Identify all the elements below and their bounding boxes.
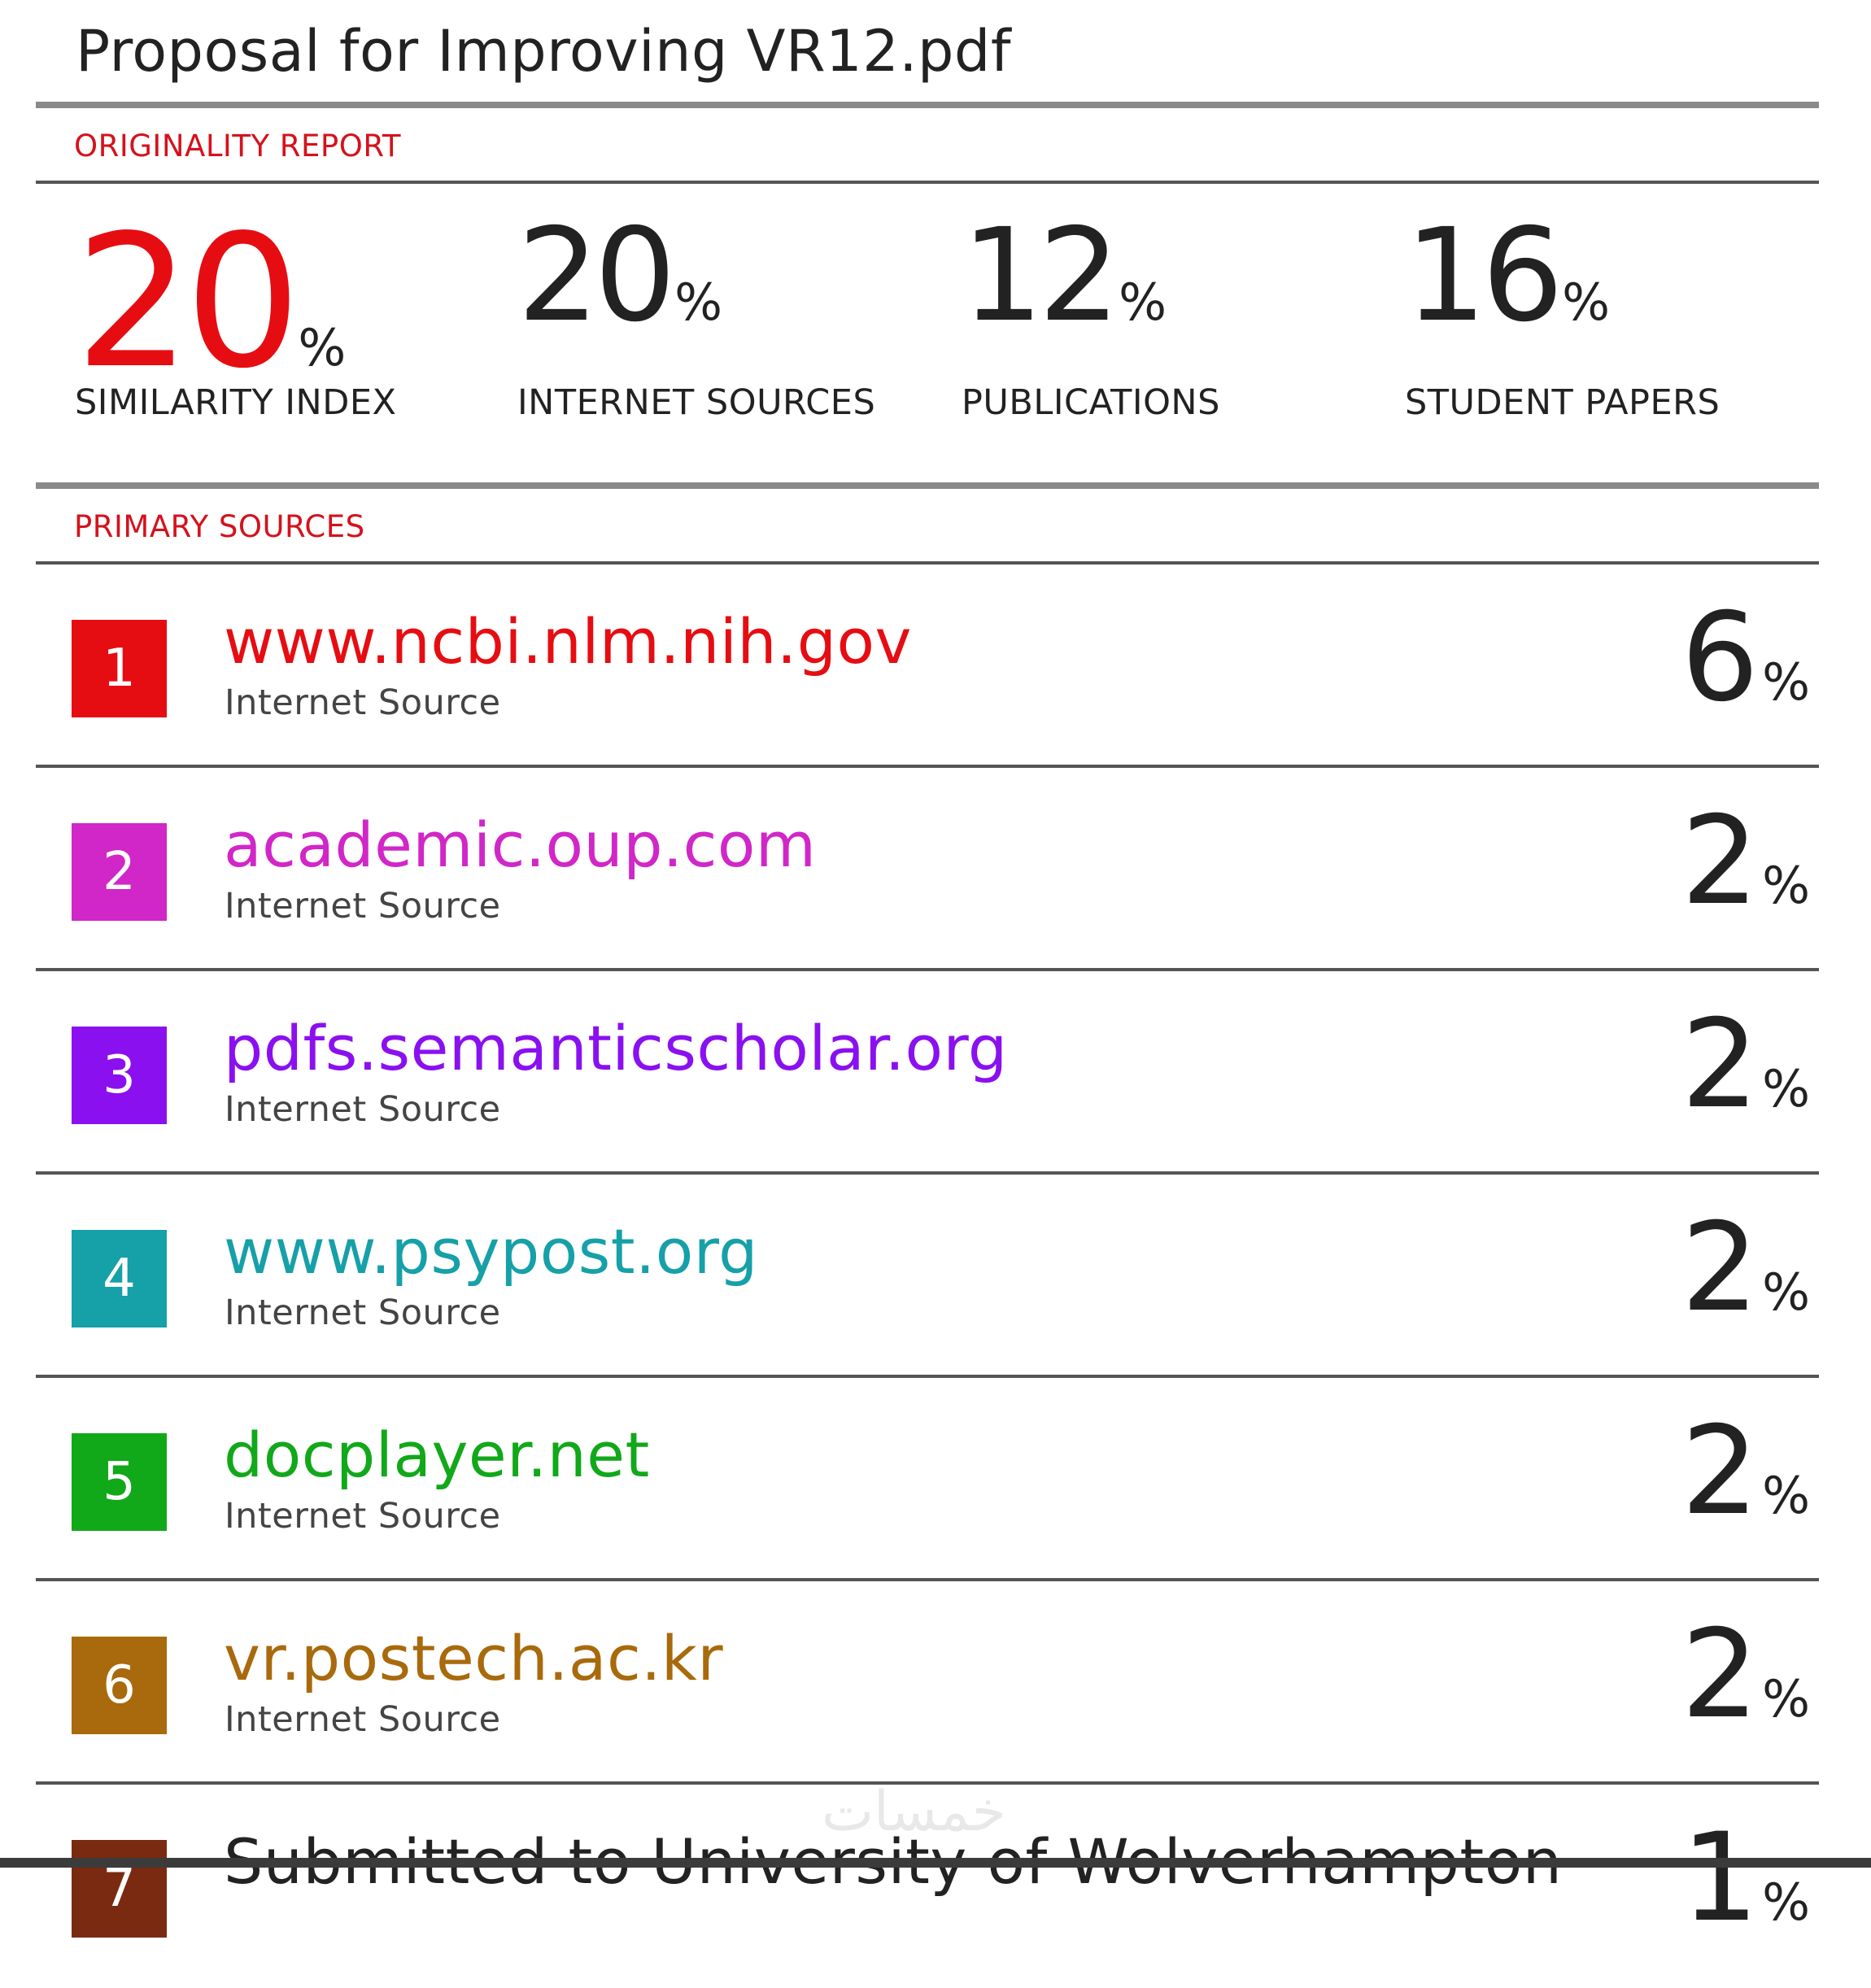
- similarity-index-caption: SIMILARITY INDEX: [75, 382, 397, 423]
- student-papers-caption: STUDENT PAPERS: [1405, 382, 1721, 423]
- publications-unit: %: [1119, 272, 1167, 332]
- source-percent-unit: %: [1762, 652, 1810, 712]
- title-divider: [36, 102, 1819, 108]
- row-divider: [36, 1578, 1819, 1581]
- row-divider: [36, 1171, 1819, 1175]
- source-percent: 2%: [1681, 1207, 1810, 1329]
- source-percent: 2%: [1681, 800, 1810, 922]
- publications-stat: 12% PUBLICATIONS: [962, 201, 1219, 423]
- internet-sources-caption: INTERNET SOURCES: [517, 382, 876, 423]
- source-percent-unit: %: [1762, 1262, 1810, 1322]
- source-percent-unit: %: [1762, 1872, 1810, 1932]
- source-rank-badge: 1: [72, 620, 167, 717]
- source-percent-value: 2: [1681, 1197, 1760, 1339]
- publications-caption: PUBLICATIONS: [962, 382, 1220, 423]
- source-row[interactable]: 1 www.ncbi.nlm.nih.gov Internet Source 6…: [0, 565, 1871, 768]
- source-name-link[interactable]: www.ncbi.nlm.nih.gov: [224, 605, 912, 678]
- source-percent: 2%: [1681, 1614, 1810, 1736]
- source-name-link[interactable]: pdfs.semanticscholar.org: [224, 1012, 1008, 1084]
- source-row[interactable]: 4 www.psypost.org Internet Source 2%: [0, 1175, 1871, 1378]
- source-type: Internet Source: [225, 1293, 501, 1333]
- watermark-logo: خمسات: [822, 1780, 1006, 1844]
- source-name-link[interactable]: academic.oup.com: [224, 809, 817, 881]
- primary-sources-label: PRIMARY SOURCES: [74, 509, 365, 544]
- row-divider: [36, 765, 1819, 768]
- source-percent-value: 2: [1681, 791, 1760, 932]
- similarity-index-unit: %: [298, 318, 347, 377]
- student-papers-stat: 16% STUDENT PAPERS: [1405, 201, 1720, 423]
- source-percent-unit: %: [1762, 856, 1810, 915]
- document-title: Proposal for Improving VR12.pdf: [76, 18, 1011, 85]
- originality-report-label: ORIGINALITY REPORT: [74, 129, 401, 163]
- source-percent: 6%: [1681, 597, 1810, 719]
- source-type: Internet Source: [225, 682, 501, 723]
- similarity-index-value: 20: [75, 196, 301, 409]
- source-percent-value: 2: [1681, 1604, 1760, 1746]
- row-divider: [36, 1375, 1819, 1378]
- source-percent-unit: %: [1762, 1669, 1810, 1729]
- bottom-bar: [0, 1858, 1871, 1868]
- source-type: Internet Source: [225, 1699, 501, 1740]
- source-type: Internet Source: [225, 1496, 501, 1537]
- source-name-link[interactable]: vr.postech.ac.kr: [224, 1622, 724, 1694]
- row-divider: [36, 1781, 1819, 1785]
- internet-sources-value: 20: [517, 201, 676, 351]
- source-type: Internet Source: [225, 1089, 501, 1130]
- source-percent-value: 6: [1681, 587, 1760, 729]
- source-rank-badge: 4: [72, 1230, 167, 1328]
- source-rank-badge: 7: [72, 1840, 167, 1938]
- row-divider: [36, 968, 1819, 971]
- publications-value: 12: [962, 201, 1120, 351]
- source-rank-badge: 5: [72, 1433, 167, 1531]
- source-percent-value: 2: [1681, 1401, 1760, 1542]
- source-type: Internet Source: [225, 886, 501, 926]
- source-name-link[interactable]: docplayer.net: [224, 1419, 650, 1491]
- source-row[interactable]: 5 docplayer.net Internet Source 2%: [0, 1378, 1871, 1581]
- stats-divider: [36, 482, 1819, 489]
- source-percent: 2%: [1681, 1004, 1810, 1126]
- source-rank-badge: 2: [72, 823, 167, 921]
- primary-sources-divider: [36, 561, 1819, 565]
- student-papers-value: 16: [1405, 201, 1564, 351]
- source-percent-unit: %: [1762, 1059, 1810, 1118]
- source-row[interactable]: 2 academic.oup.com Internet Source 2%: [0, 768, 1871, 971]
- source-percent-unit: %: [1762, 1466, 1810, 1525]
- internet-sources-stat: 20% INTERNET SOURCES: [517, 201, 875, 423]
- source-percent: 1%: [1681, 1817, 1810, 1939]
- source-row[interactable]: 3 pdfs.semanticscholar.org Internet Sour…: [0, 971, 1871, 1175]
- source-percent-value: 1: [1681, 1807, 1760, 1949]
- internet-sources-unit: %: [674, 272, 722, 332]
- source-name-link[interactable]: www.psypost.org: [224, 1215, 758, 1288]
- source-percent-value: 2: [1681, 994, 1760, 1136]
- source-percent: 2%: [1681, 1410, 1810, 1532]
- originality-divider: [36, 181, 1819, 184]
- student-papers-unit: %: [1562, 272, 1610, 332]
- source-rank-badge: 6: [72, 1637, 167, 1734]
- source-row[interactable]: 6 vr.postech.ac.kr Internet Source 2%: [0, 1581, 1871, 1785]
- similarity-index-stat: 20% SIMILARITY INDEX: [75, 196, 396, 424]
- source-rank-badge: 3: [72, 1027, 167, 1124]
